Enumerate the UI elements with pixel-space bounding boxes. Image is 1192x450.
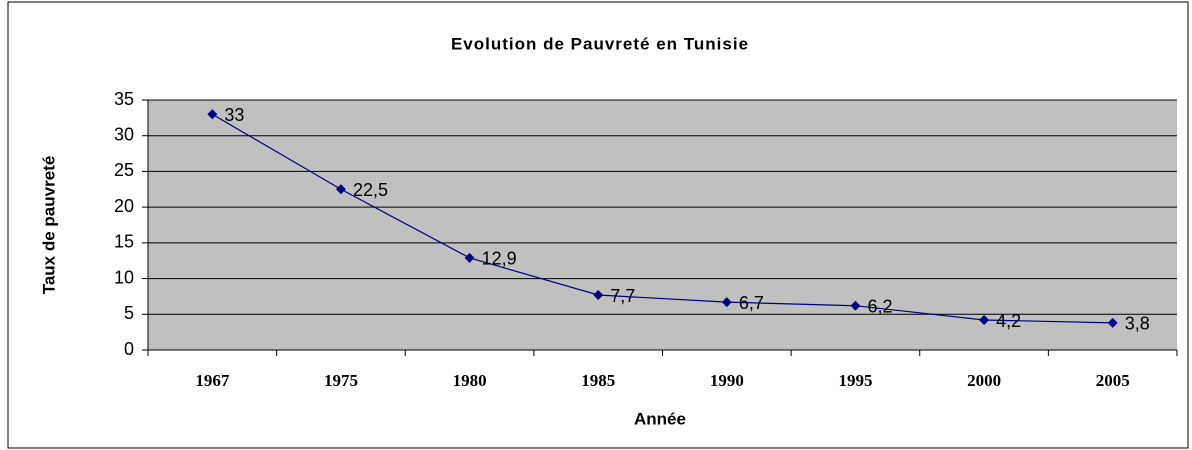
plot-area [148, 100, 1177, 350]
data-label: 12,9 [482, 249, 517, 269]
data-label: 6,2 [867, 296, 892, 316]
data-label: 4,2 [996, 311, 1021, 331]
y-tick-label: 25 [114, 160, 134, 180]
data-label: 3,8 [1125, 314, 1150, 334]
x-tick-label: 1985 [581, 371, 615, 390]
x-tick-label: 2005 [1096, 371, 1130, 390]
y-tick-label: 10 [114, 267, 134, 287]
y-tick-label: 5 [124, 303, 134, 323]
x-tick-label: 1975 [324, 371, 358, 390]
data-point [979, 315, 990, 325]
data-point [850, 300, 861, 311]
x-tick-label: 1967 [195, 371, 230, 390]
data-label: 7,7 [610, 286, 635, 306]
data-label: 6,7 [739, 293, 764, 313]
y-tick-label: 35 [114, 89, 134, 109]
x-tick-label: 1995 [838, 371, 872, 390]
y-axis-label: Taux de pauvreté [39, 156, 58, 295]
y-tick-label: 20 [114, 196, 134, 216]
data-point [721, 297, 732, 308]
y-tick-label: 0 [124, 339, 134, 359]
data-point [335, 184, 346, 195]
chart-title: Evolution de Pauvreté en Tunisie [451, 34, 749, 53]
data-label: 33 [224, 105, 244, 125]
x-axis-label: Année [634, 409, 686, 428]
data-point [1107, 317, 1118, 328]
x-tick-label: 1990 [710, 371, 744, 390]
data-point [593, 290, 604, 300]
x-tick-label: 1980 [453, 371, 487, 390]
data-point [464, 252, 475, 263]
data-point [207, 109, 218, 120]
data-label: 22,5 [353, 180, 388, 200]
x-tick-label: 2000 [967, 371, 1001, 390]
data-line [212, 113, 1113, 324]
y-tick-label: 15 [114, 232, 134, 252]
y-tick-label: 30 [114, 124, 134, 144]
